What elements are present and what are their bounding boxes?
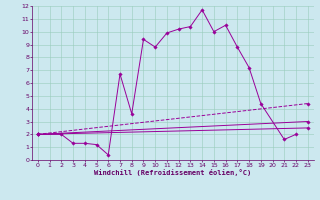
X-axis label: Windchill (Refroidissement éolien,°C): Windchill (Refroidissement éolien,°C) [94, 169, 252, 176]
